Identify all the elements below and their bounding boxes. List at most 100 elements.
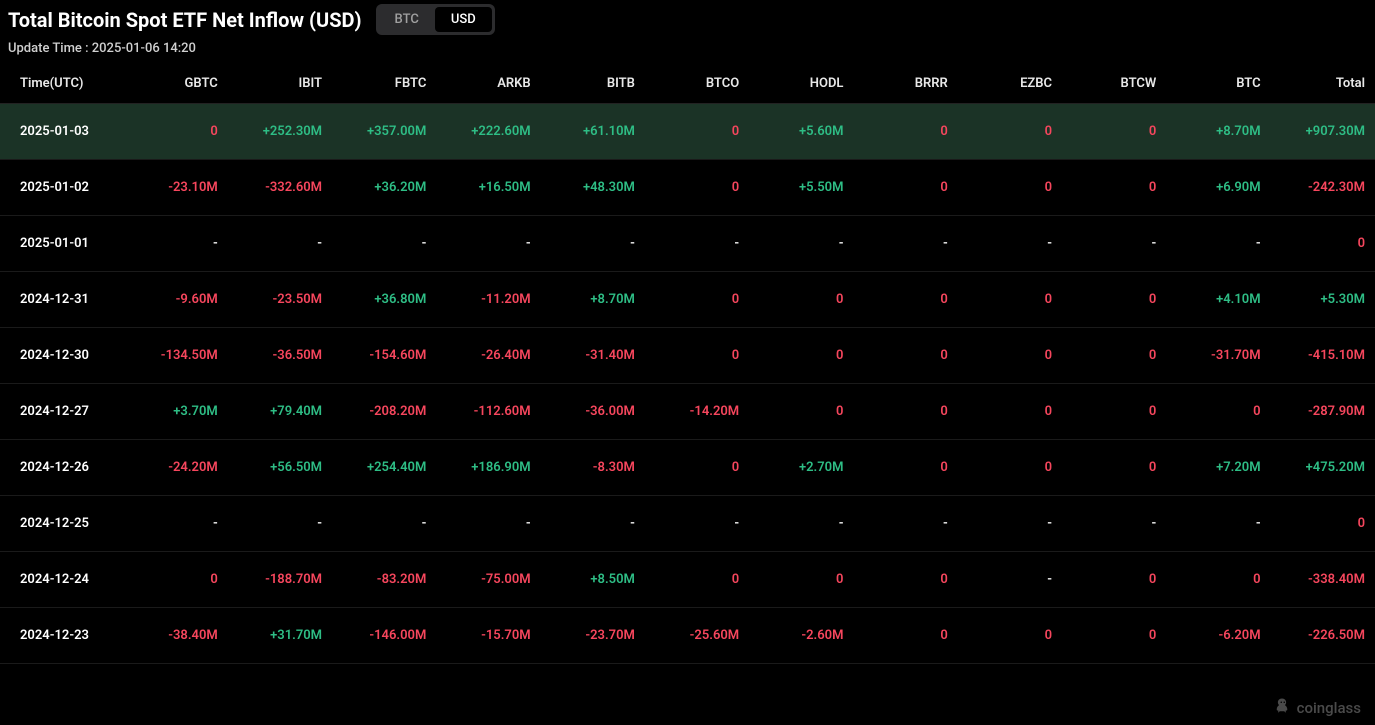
table-row[interactable]: 2024-12-25-----------0 bbox=[0, 496, 1375, 552]
etf-table-wrap: Time(UTC)GBTCIBITFBTCARKBBITBBTCOHODLBRR… bbox=[0, 64, 1375, 664]
col-header[interactable]: ARKB bbox=[436, 64, 540, 104]
value-cell: 0 bbox=[958, 272, 1062, 328]
value-cell: +56.50M bbox=[228, 440, 332, 496]
value-cell: - bbox=[853, 496, 957, 552]
value-cell: 0 bbox=[853, 104, 957, 160]
value-cell: 0 bbox=[1062, 440, 1166, 496]
value-cell: - bbox=[124, 496, 228, 552]
value-cell: -2.60M bbox=[749, 608, 853, 664]
table-row[interactable]: 2024-12-23-38.40M+31.70M-146.00M-15.70M-… bbox=[0, 608, 1375, 664]
value-cell: -31.40M bbox=[541, 328, 645, 384]
value-cell: - bbox=[436, 496, 540, 552]
value-cell: -24.20M bbox=[124, 440, 228, 496]
value-cell: - bbox=[645, 216, 749, 272]
value-cell: -23.10M bbox=[124, 160, 228, 216]
value-cell: 0 bbox=[1062, 160, 1166, 216]
watermark: coinglass bbox=[1273, 697, 1361, 719]
time-cell: 2025-01-01 bbox=[0, 216, 124, 272]
table-header: Time(UTC)GBTCIBITFBTCARKBBITBBTCOHODLBRR… bbox=[0, 64, 1375, 104]
toggle-usd-button[interactable]: USD bbox=[435, 7, 492, 32]
value-cell: 0 bbox=[1062, 272, 1166, 328]
col-header[interactable]: GBTC bbox=[124, 64, 228, 104]
value-cell: -415.10M bbox=[1271, 328, 1375, 384]
col-header[interactable]: BITB bbox=[541, 64, 645, 104]
value-cell: -15.70M bbox=[436, 608, 540, 664]
value-cell: 0 bbox=[124, 104, 228, 160]
header: Total Bitcoin Spot ETF Net Inflow (USD) … bbox=[0, 0, 1375, 37]
value-cell: 0 bbox=[749, 384, 853, 440]
value-cell: +16.50M bbox=[436, 160, 540, 216]
value-cell: -75.00M bbox=[436, 552, 540, 608]
value-cell: -146.00M bbox=[332, 608, 436, 664]
value-cell: +186.90M bbox=[436, 440, 540, 496]
table-row[interactable]: 2024-12-30-134.50M-36.50M-154.60M-26.40M… bbox=[0, 328, 1375, 384]
value-cell: 0 bbox=[1271, 216, 1375, 272]
value-cell: +61.10M bbox=[541, 104, 645, 160]
col-header[interactable]: FBTC bbox=[332, 64, 436, 104]
col-header[interactable]: BTC bbox=[1166, 64, 1270, 104]
value-cell: -23.50M bbox=[228, 272, 332, 328]
value-cell: - bbox=[1166, 496, 1270, 552]
value-cell: +6.90M bbox=[1166, 160, 1270, 216]
value-cell: 0 bbox=[749, 328, 853, 384]
table-row[interactable]: 2025-01-01-----------0 bbox=[0, 216, 1375, 272]
etf-table: Time(UTC)GBTCIBITFBTCARKBBITBBTCOHODLBRR… bbox=[0, 64, 1375, 664]
toggle-btc-button[interactable]: BTC bbox=[379, 7, 435, 32]
table-row[interactable]: 2025-01-02-23.10M-332.60M+36.20M+16.50M+… bbox=[0, 160, 1375, 216]
value-cell: -208.20M bbox=[332, 384, 436, 440]
value-cell: 0 bbox=[749, 272, 853, 328]
value-cell: - bbox=[541, 216, 645, 272]
value-cell: -23.70M bbox=[541, 608, 645, 664]
col-header[interactable]: BRRR bbox=[853, 64, 957, 104]
table-row[interactable]: 2024-12-27+3.70M+79.40M-208.20M-112.60M-… bbox=[0, 384, 1375, 440]
value-cell: - bbox=[541, 496, 645, 552]
value-cell: +36.80M bbox=[332, 272, 436, 328]
value-cell: - bbox=[1166, 216, 1270, 272]
value-cell: -9.60M bbox=[124, 272, 228, 328]
table-row[interactable]: 2024-12-26-24.20M+56.50M+254.40M+186.90M… bbox=[0, 440, 1375, 496]
value-cell: 0 bbox=[645, 440, 749, 496]
value-cell: +7.20M bbox=[1166, 440, 1270, 496]
value-cell: - bbox=[228, 496, 332, 552]
value-cell: - bbox=[853, 216, 957, 272]
col-header[interactable]: BTCO bbox=[645, 64, 749, 104]
value-cell: +79.40M bbox=[228, 384, 332, 440]
value-cell: 0 bbox=[124, 552, 228, 608]
value-cell: - bbox=[749, 216, 853, 272]
value-cell: - bbox=[749, 496, 853, 552]
watermark-text: coinglass bbox=[1297, 699, 1361, 717]
value-cell: 0 bbox=[958, 104, 1062, 160]
value-cell: -25.60M bbox=[645, 608, 749, 664]
value-cell: -36.50M bbox=[228, 328, 332, 384]
time-cell: 2024-12-27 bbox=[0, 384, 124, 440]
value-cell: - bbox=[1062, 496, 1166, 552]
col-header[interactable]: Time(UTC) bbox=[0, 64, 124, 104]
col-header[interactable]: BTCW bbox=[1062, 64, 1166, 104]
value-cell: 0 bbox=[958, 608, 1062, 664]
col-header[interactable]: HODL bbox=[749, 64, 853, 104]
currency-toggle: BTC USD bbox=[376, 4, 495, 35]
value-cell: 0 bbox=[1062, 328, 1166, 384]
value-cell: +36.20M bbox=[332, 160, 436, 216]
table-row[interactable]: 2024-12-31-9.60M-23.50M+36.80M-11.20M+8.… bbox=[0, 272, 1375, 328]
table-row[interactable]: 2025-01-030+252.30M+357.00M+222.60M+61.1… bbox=[0, 104, 1375, 160]
value-cell: -226.50M bbox=[1271, 608, 1375, 664]
col-header[interactable]: IBIT bbox=[228, 64, 332, 104]
value-cell: -31.70M bbox=[1166, 328, 1270, 384]
value-cell: +4.10M bbox=[1166, 272, 1270, 328]
col-header[interactable]: Total bbox=[1271, 64, 1375, 104]
value-cell: 0 bbox=[1062, 384, 1166, 440]
value-cell: 0 bbox=[645, 552, 749, 608]
value-cell: +48.30M bbox=[541, 160, 645, 216]
time-cell: 2025-01-02 bbox=[0, 160, 124, 216]
value-cell: 0 bbox=[958, 328, 1062, 384]
table-row[interactable]: 2024-12-240-188.70M-83.20M-75.00M+8.50M0… bbox=[0, 552, 1375, 608]
value-cell: +5.30M bbox=[1271, 272, 1375, 328]
value-cell: - bbox=[436, 216, 540, 272]
value-cell: -188.70M bbox=[228, 552, 332, 608]
value-cell: +254.40M bbox=[332, 440, 436, 496]
value-cell: +31.70M bbox=[228, 608, 332, 664]
col-header[interactable]: EZBC bbox=[958, 64, 1062, 104]
page-title: Total Bitcoin Spot ETF Net Inflow (USD) bbox=[8, 8, 362, 32]
time-cell: 2024-12-23 bbox=[0, 608, 124, 664]
